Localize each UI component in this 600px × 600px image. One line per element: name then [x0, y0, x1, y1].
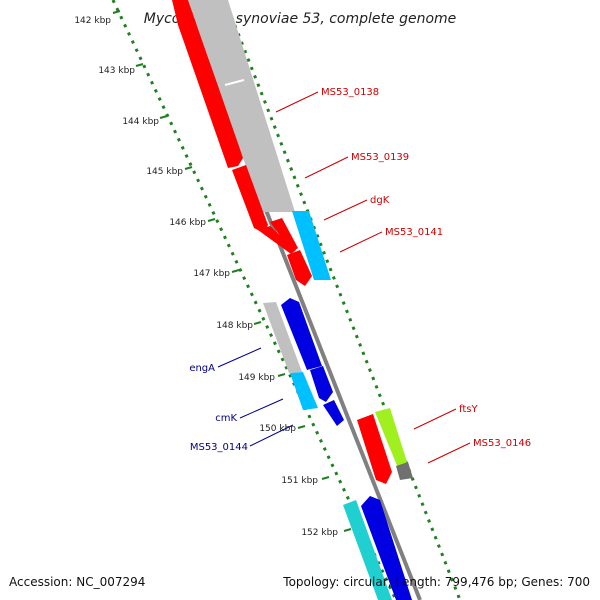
- gene-label-dgk[interactable]: dgK: [370, 195, 390, 206]
- gene-engA-bar: [263, 302, 302, 373]
- gene-blue-3: [323, 400, 344, 426]
- gene-label-ms53-0144[interactable]: MS53_0144: [190, 442, 248, 453]
- tick-label-148: 148 kbp: [216, 321, 253, 331]
- leader-ms53-0141: [339, 231, 383, 253]
- leader-dgk: [323, 199, 368, 221]
- gene-ftsY-bar: [375, 408, 407, 468]
- leader-engA: [217, 347, 262, 368]
- gene-red-1: [172, 0, 243, 168]
- gene-label-ms53-0138[interactable]: MS53_0138: [321, 87, 379, 98]
- gene-label-cmk[interactable]: cmK: [215, 413, 237, 424]
- tick-label-142: 142 kbp: [74, 16, 111, 26]
- gene-red-3: [258, 226, 296, 254]
- tick-label-145: 145 kbp: [146, 167, 183, 177]
- gene-blue-1: [281, 298, 322, 370]
- leader-ms53-0146: [427, 442, 471, 464]
- tick-marks: [112, 10, 352, 532]
- tick-label-150: 150 kbp: [259, 424, 296, 434]
- gene-label-ms53-0146[interactable]: MS53_0146: [473, 438, 531, 449]
- gene-cmk-bar: [290, 372, 318, 410]
- gene-ms53-0146-bar: [396, 462, 413, 480]
- tick-label-151: 151 kbp: [281, 476, 318, 486]
- tick-label-149: 149 kbp: [238, 373, 275, 383]
- tick-label-152: 152 kbp: [301, 528, 338, 538]
- gene-ftsY-red: [357, 414, 392, 484]
- inner-tick-line: [111, 0, 398, 600]
- gene-blue-lower: [361, 496, 412, 600]
- gene-blue-2: [310, 366, 333, 402]
- gene-red-4: [270, 218, 298, 252]
- leader-ftsY: [413, 408, 457, 430]
- gene-ms53-0141-bar: [292, 211, 331, 280]
- gene-label-ms53-0141[interactable]: MS53_0141: [385, 227, 443, 238]
- gene-dgk-red: [232, 165, 268, 233]
- leader-ms53-0138: [275, 91, 319, 113]
- tick-label-147: 147 kbp: [193, 269, 230, 279]
- tick-label-143: 143 kbp: [98, 66, 135, 76]
- tick-label-146: 146 kbp: [169, 218, 206, 228]
- gene-label-ms53-0139[interactable]: MS53_0139: [351, 152, 409, 163]
- gene-label-ftsY[interactable]: ftsY: [459, 404, 478, 415]
- gene-label-engA[interactable]: engA: [189, 363, 215, 374]
- gene-gap: [224, 79, 245, 86]
- gene-red-5: [287, 250, 312, 286]
- leader-cmk: [239, 398, 284, 419]
- gene-cyan-lower: [343, 500, 392, 600]
- tick-label-144: 144 kbp: [122, 117, 159, 127]
- gene-ms53-0138-bar: [188, 0, 295, 212]
- genome-summary-text: Topology: circular; Length: 799,476 bp; …: [282, 575, 590, 589]
- accession-text: Accession: NC_007294: [9, 575, 145, 589]
- leader-ms53-0144: [249, 424, 294, 447]
- leader-ms53-0139: [304, 156, 349, 179]
